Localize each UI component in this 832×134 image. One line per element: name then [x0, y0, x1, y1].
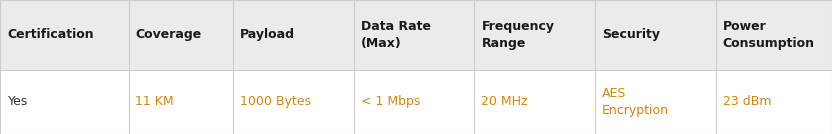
Text: Payload: Payload: [240, 28, 295, 41]
Text: Data Rate
(Max): Data Rate (Max): [361, 20, 431, 50]
Text: 23 dBm: 23 dBm: [722, 95, 771, 108]
Text: 11 KM: 11 KM: [136, 95, 174, 108]
Bar: [0, 70, 832, 134]
Text: 20 MHz: 20 MHz: [482, 95, 528, 108]
Text: Power
Consumption: Power Consumption: [722, 20, 815, 50]
Text: Coverage: Coverage: [136, 28, 201, 41]
Text: Certification: Certification: [7, 28, 94, 41]
Text: < 1 Mbps: < 1 Mbps: [361, 95, 420, 108]
Text: AES
Encryption: AES Encryption: [602, 87, 669, 117]
Text: Yes: Yes: [7, 95, 28, 108]
Text: Security: Security: [602, 28, 660, 41]
Text: Frequency
Range: Frequency Range: [482, 20, 554, 50]
Text: 1000 Bytes: 1000 Bytes: [240, 95, 311, 108]
Bar: [0, 0, 832, 70]
